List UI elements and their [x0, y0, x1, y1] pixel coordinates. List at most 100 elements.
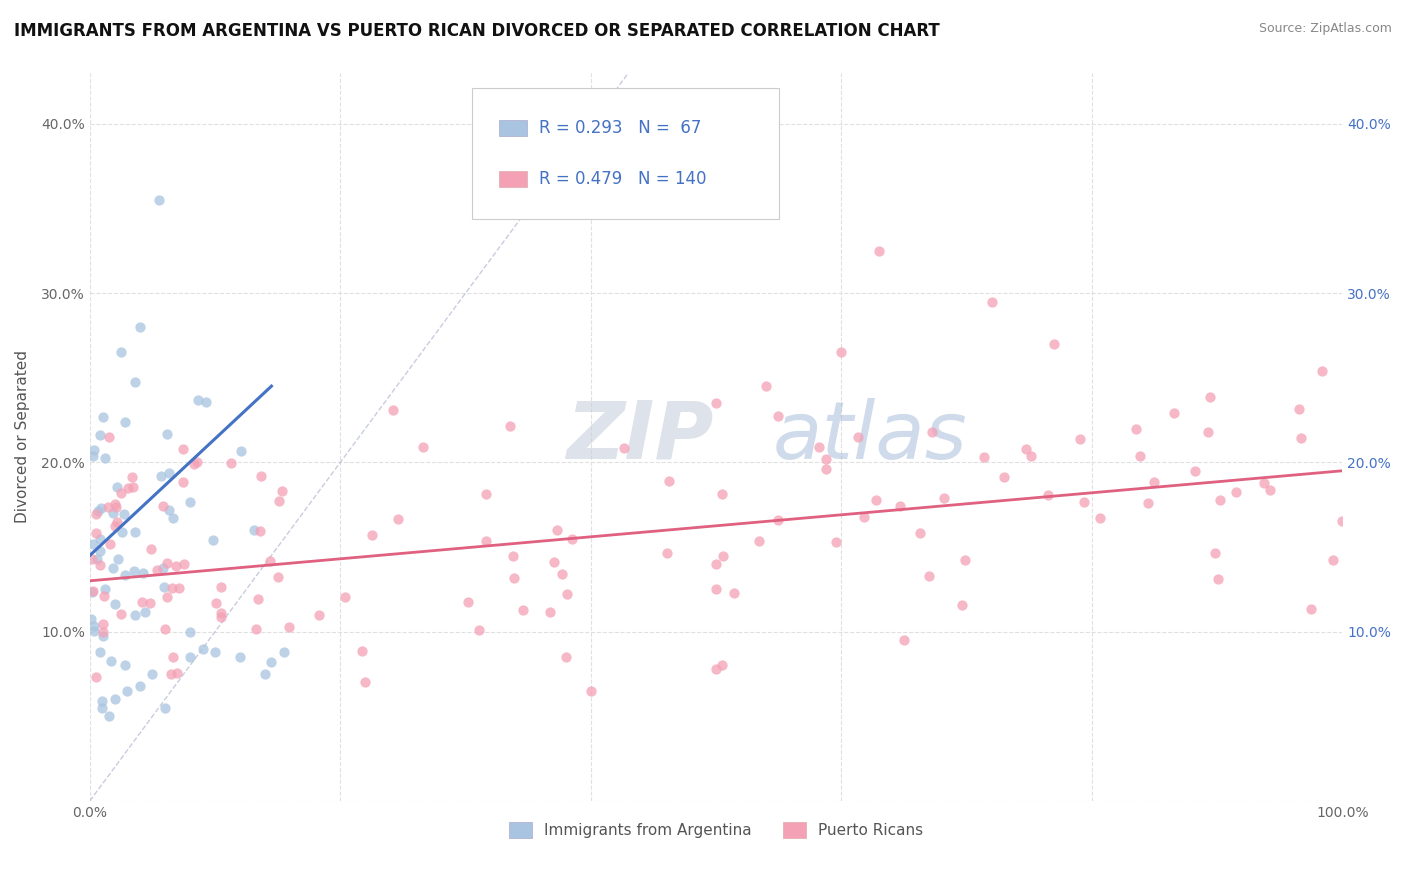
Point — [94, 582, 117, 596]
Point — [112, 507, 135, 521]
Point — [172, 475, 194, 490]
Point — [1043, 336, 1066, 351]
Point — [82, 537, 104, 551]
Point — [1143, 475, 1166, 490]
Point — [249, 469, 271, 483]
Point — [152, 560, 174, 574]
Point — [889, 499, 911, 513]
Point — [579, 683, 602, 698]
Point — [350, 643, 373, 657]
Point — [97, 500, 120, 514]
Point — [766, 409, 789, 423]
Point — [361, 528, 384, 542]
Point — [114, 657, 136, 672]
Point — [157, 466, 180, 480]
Point — [146, 563, 169, 577]
Point — [1301, 602, 1323, 616]
Point — [98, 537, 121, 551]
Point — [86, 551, 108, 566]
Point — [83, 624, 105, 639]
Point — [84, 508, 107, 522]
Point — [908, 525, 931, 540]
Point — [980, 294, 1002, 309]
Point — [139, 541, 162, 556]
Point — [191, 641, 214, 656]
Point — [160, 666, 183, 681]
Point — [104, 518, 127, 533]
Point — [748, 534, 770, 549]
Point — [704, 396, 727, 410]
Point — [129, 319, 152, 334]
Point — [1073, 495, 1095, 509]
Point — [111, 524, 134, 539]
Point — [89, 544, 111, 558]
Point — [122, 565, 145, 579]
Point — [90, 694, 112, 708]
Point — [149, 468, 172, 483]
Point — [80, 612, 103, 626]
Point — [266, 569, 288, 583]
Point — [973, 450, 995, 464]
Point — [121, 470, 143, 484]
Point — [846, 430, 869, 444]
Point — [124, 525, 146, 540]
Point — [172, 442, 194, 456]
Point — [499, 419, 522, 434]
Point — [512, 603, 534, 617]
Point — [955, 552, 977, 566]
Point — [105, 515, 128, 529]
Point — [152, 499, 174, 513]
Point — [711, 549, 734, 564]
Point — [101, 506, 124, 520]
Point — [165, 559, 187, 574]
Point — [91, 625, 114, 640]
Point — [129, 679, 152, 693]
Point — [259, 553, 281, 567]
Point — [1322, 553, 1344, 567]
Point — [155, 590, 177, 604]
Point — [723, 586, 745, 600]
Point — [1291, 431, 1313, 445]
Text: atlas: atlas — [772, 398, 967, 476]
Point — [87, 504, 110, 518]
Point — [267, 493, 290, 508]
Point — [117, 683, 139, 698]
Point — [104, 692, 127, 706]
Point — [555, 586, 578, 600]
Point — [83, 443, 105, 458]
Point — [89, 533, 111, 547]
Point — [156, 557, 179, 571]
Point — [273, 645, 295, 659]
Point — [993, 470, 1015, 484]
Point — [179, 494, 201, 508]
Point — [755, 379, 778, 393]
Point — [387, 512, 409, 526]
Point — [865, 492, 887, 507]
Point — [124, 607, 146, 622]
Point — [921, 425, 943, 440]
Point — [219, 456, 242, 470]
Point — [91, 409, 114, 424]
Point — [260, 655, 283, 669]
Point — [93, 589, 115, 603]
Point — [211, 606, 233, 620]
Point — [830, 345, 852, 359]
Point — [766, 513, 789, 527]
Point — [382, 403, 405, 417]
Point — [243, 523, 266, 537]
Point — [132, 566, 155, 580]
Point — [1069, 432, 1091, 446]
Point — [187, 392, 209, 407]
Point — [124, 375, 146, 389]
Point — [825, 535, 848, 549]
Text: ZIP: ZIP — [565, 398, 713, 476]
Point — [159, 502, 181, 516]
Point — [110, 486, 132, 500]
Point — [134, 605, 156, 619]
Point — [90, 500, 112, 515]
Point — [710, 658, 733, 673]
Point — [249, 524, 271, 538]
Point — [1019, 450, 1042, 464]
Point — [98, 429, 121, 443]
Text: R = 0.293   N =  67: R = 0.293 N = 67 — [540, 119, 702, 136]
